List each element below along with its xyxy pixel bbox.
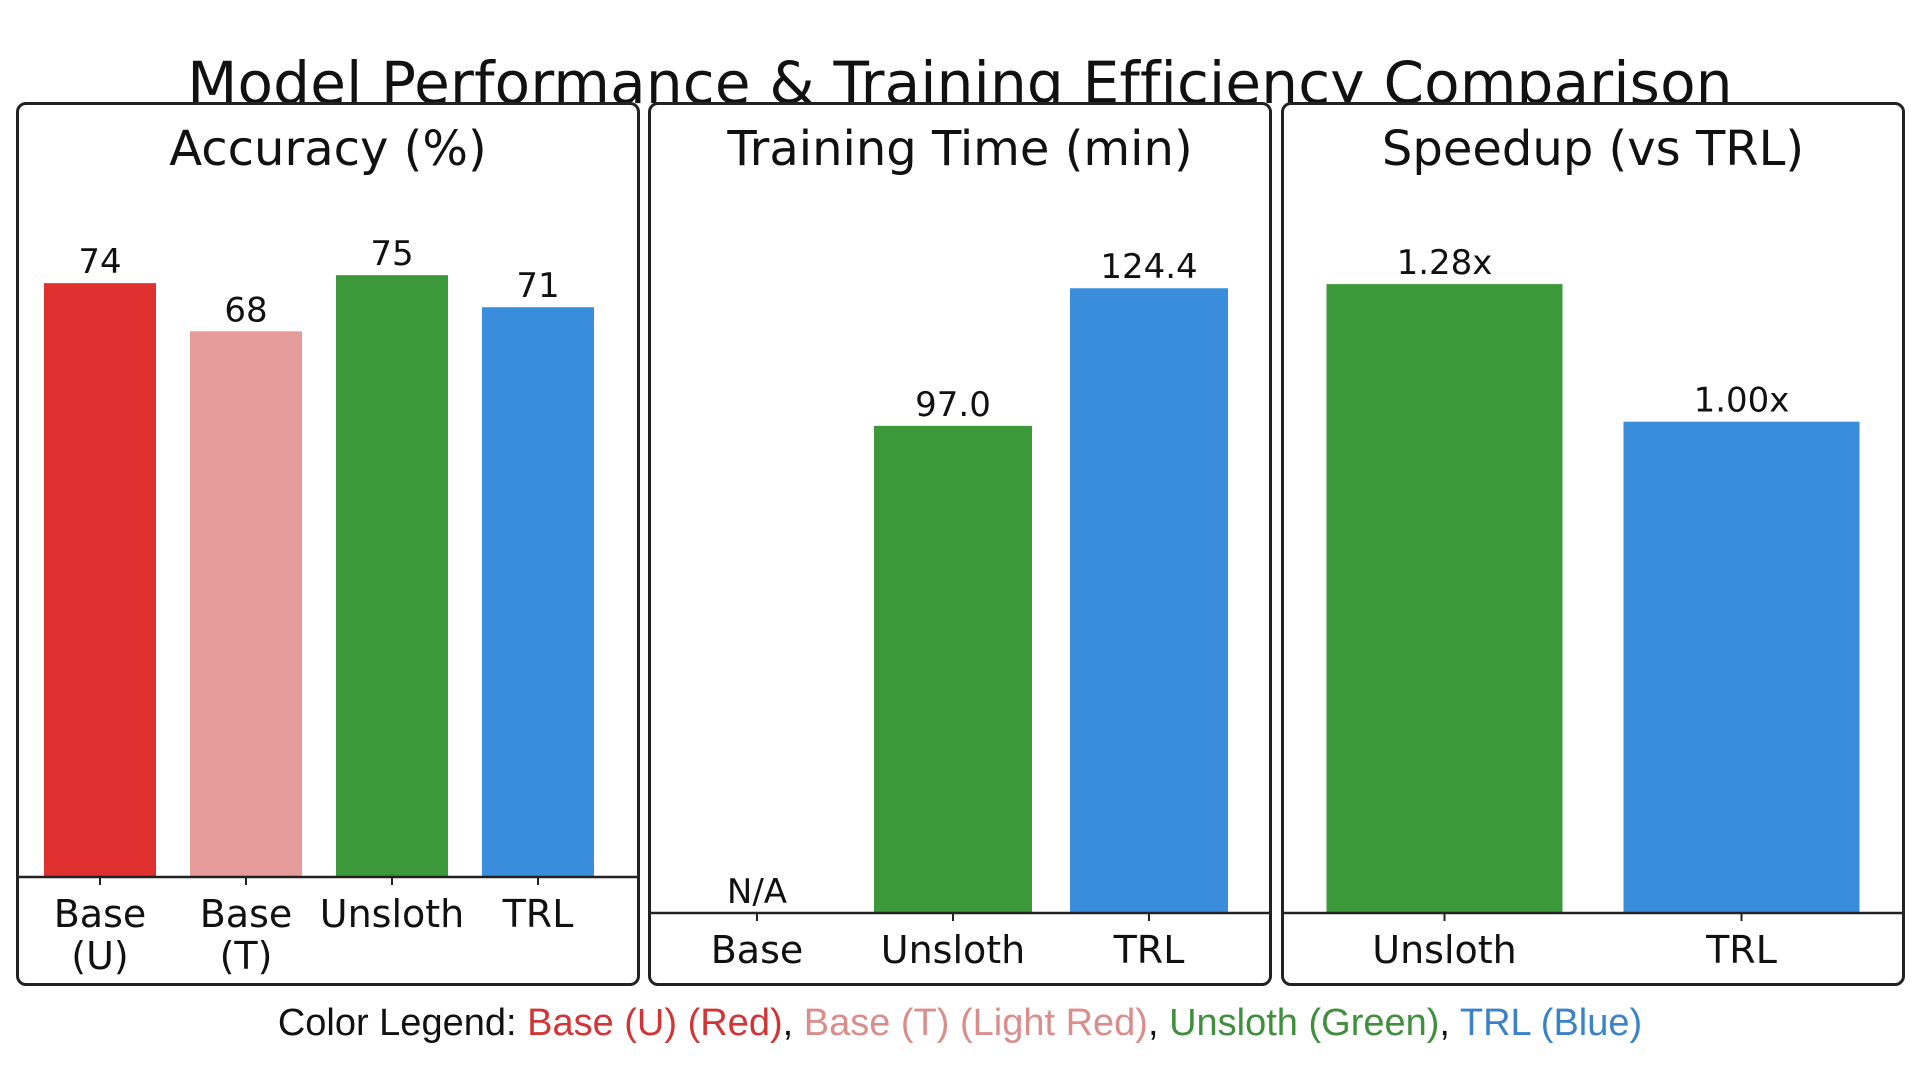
legend-separator: , — [1147, 1002, 1170, 1044]
color-legend: Color Legend: Base (U) (Red), Base (T) (… — [0, 1002, 1920, 1045]
training-time-tick-label-base: Base — [711, 928, 804, 972]
training-time-tick-label-unsloth: Unsloth — [881, 928, 1026, 972]
training-time-bar-unsloth — [874, 425, 1032, 913]
accuracy-value-label-unsloth: 75 — [370, 234, 413, 274]
accuracy-panel-title: Accuracy (%) — [169, 121, 487, 177]
training-time-value-label-unsloth: 97.0 — [915, 385, 991, 425]
accuracy-panel: Accuracy (%) 74 Base (U) 68 Base (T) 75 Unsloth… — [16, 102, 640, 986]
training-time-tick-label-trl: TRL — [1113, 928, 1185, 972]
accuracy-bar-base-t — [190, 331, 302, 877]
training-time-value-label-trl: 124.4 — [1100, 247, 1197, 287]
speedup-value-label-unsloth: 1.28x — [1397, 243, 1493, 283]
accuracy-value-label-trl: 71 — [516, 266, 559, 306]
accuracy-value-label-base-u: 74 — [78, 242, 121, 282]
accuracy-tick-label-unsloth: Unsloth — [320, 892, 465, 936]
training-time-chart-svg: N/A Base 97.0 Unsloth 124.4 TRL — [651, 247, 1269, 972]
legend-entry-unsloth: Unsloth (Green) — [1169, 1002, 1440, 1044]
accuracy-chart-svg: 74 Base (U) 68 Base (T) 75 Unsloth 71 TRL — [19, 234, 637, 978]
training-time-panel: Training Time (min) N/A Base 97.0 Unsloth 12… — [648, 102, 1272, 986]
speedup-bar-trl — [1623, 421, 1860, 913]
speedup-panel: Speedup (vs TRL) 1.28x Unsloth 1.00x TRL — [1281, 102, 1905, 986]
accuracy-tick-label-base-u: Base (U) — [54, 892, 147, 978]
training-time-bar-trl — [1070, 288, 1228, 913]
speedup-value-label-trl: 1.00x — [1694, 381, 1790, 421]
training-time-value-label-base: N/A — [727, 872, 787, 912]
legend-entry-base-t: Base (T) (Light Red) — [803, 1002, 1148, 1044]
speedup-chart-svg: 1.28x Unsloth 1.00x TRL — [1284, 243, 1902, 972]
speedup-panel-title: Speedup (vs TRL) — [1381, 121, 1805, 177]
training-time-panel-title: Training Time (min) — [727, 121, 1193, 177]
accuracy-bar-base-u — [44, 283, 156, 877]
speedup-bar-unsloth — [1326, 284, 1563, 913]
legend-separator: , — [782, 1002, 804, 1044]
legend-prefix: Color Legend: — [277, 1002, 528, 1044]
accuracy-tick-label-base-t: Base (T) — [200, 892, 293, 978]
speedup-tick-label-trl: TRL — [1705, 928, 1777, 972]
accuracy-bar-unsloth — [336, 275, 448, 877]
speedup-tick-label-unsloth: Unsloth — [1372, 928, 1517, 972]
legend-separator: , — [1439, 1002, 1460, 1044]
accuracy-bar-trl — [482, 307, 594, 878]
legend-entry-base-u: Base (U) (Red) — [527, 1002, 783, 1044]
accuracy-value-label-base-t: 68 — [224, 290, 267, 330]
legend-entry-trl: TRL (Blue) — [1459, 1002, 1643, 1044]
accuracy-tick-label-trl: TRL — [502, 892, 574, 936]
